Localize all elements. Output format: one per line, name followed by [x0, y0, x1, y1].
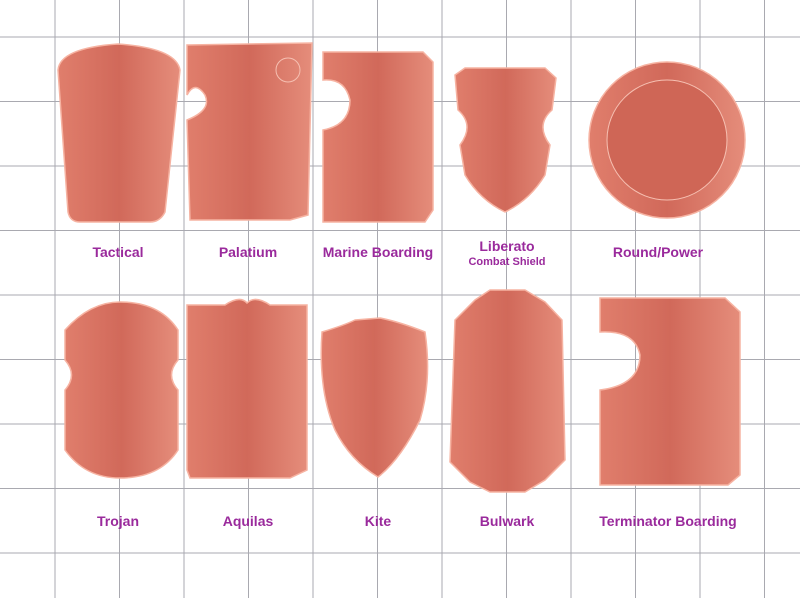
label-palatium: Palatium [218, 244, 278, 260]
label-kite: Kite [364, 513, 392, 529]
terminator-boarding-shield [599, 297, 741, 486]
label-terminator-boarding: Terminator Boarding [599, 513, 737, 529]
label-round-power: Round/Power [612, 244, 704, 260]
kite-shield [320, 317, 429, 478]
label-tactical: Tactical [92, 244, 144, 260]
label-liberato: Liberato [479, 238, 535, 254]
liberato-shield [454, 67, 557, 213]
label-liberato-subtitle: Combat Shield [468, 256, 546, 268]
label-bulwark: Bulwark [479, 513, 535, 529]
palatium-shield [186, 42, 313, 221]
trojan-shield [64, 301, 179, 479]
label-marine-boarding: Marine Boarding [322, 244, 434, 260]
label-trojan: Trojan [96, 513, 139, 529]
label-aquilas: Aquilas [222, 513, 274, 529]
bulwark-shield [449, 289, 566, 493]
marine-boarding-shield [322, 51, 434, 223]
tactical-shield [57, 43, 181, 223]
aquilas-shield [186, 298, 308, 479]
